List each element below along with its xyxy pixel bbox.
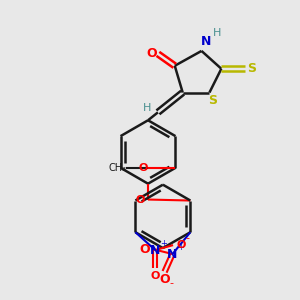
- Text: S: S: [248, 62, 256, 75]
- Text: N: N: [150, 244, 160, 256]
- Text: O: O: [151, 271, 160, 281]
- Text: O: O: [159, 273, 170, 286]
- Text: N: N: [167, 248, 178, 260]
- Text: N: N: [201, 34, 212, 47]
- Text: CH₃: CH₃: [109, 163, 127, 173]
- Text: O: O: [135, 194, 145, 205]
- Text: H: H: [213, 28, 222, 38]
- Text: +: +: [178, 243, 184, 252]
- Text: S: S: [208, 94, 217, 107]
- Text: O: O: [147, 47, 157, 60]
- Text: O: O: [138, 163, 148, 173]
- Text: -: -: [186, 233, 190, 243]
- Text: O: O: [140, 243, 150, 256]
- Text: O: O: [176, 240, 186, 250]
- Text: -: -: [169, 278, 173, 288]
- Text: +: +: [160, 239, 167, 248]
- Text: H: H: [143, 103, 151, 113]
